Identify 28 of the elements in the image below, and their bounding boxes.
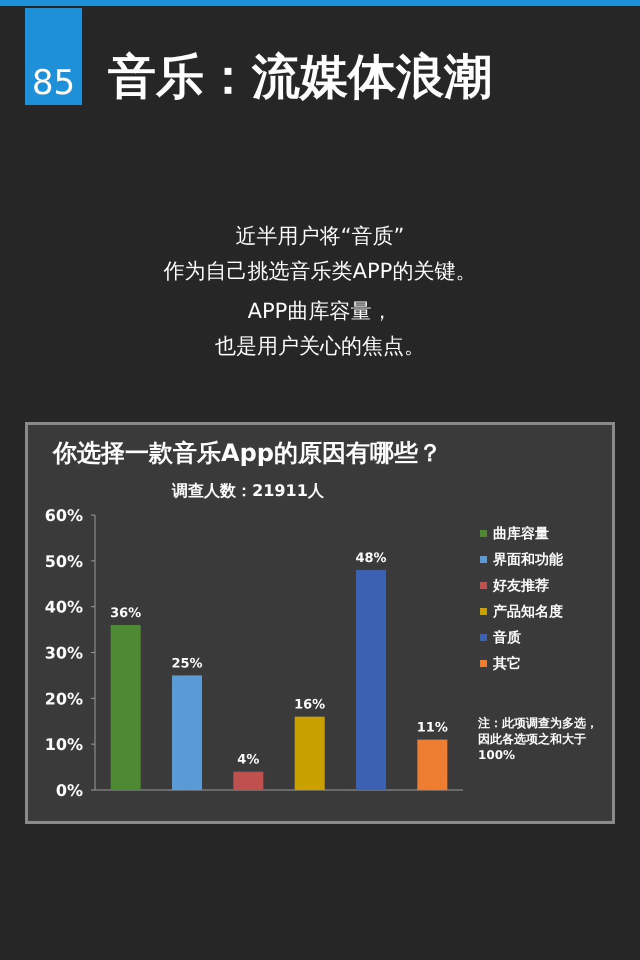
chart-title: 你选择一款音乐App的原因有哪些？ [53, 438, 442, 469]
legend-label: 好友推荐 [492, 578, 549, 594]
data-label: 25% [171, 656, 203, 672]
y-tick-label: 10% [44, 735, 83, 754]
text: APP曲库容量， [246, 298, 394, 325]
y-tick-label: 0% [56, 781, 83, 800]
legend-label: 曲库容量 [493, 525, 549, 542]
y-tick-label: 50% [44, 552, 83, 571]
text: 也是用户关心的焦点。 [214, 333, 426, 360]
text: 注：此项调查为多选，因此各选项之和大于100% [478, 715, 599, 763]
y-tick-label: 40% [44, 598, 83, 617]
y-tick-label: 60% [44, 506, 83, 525]
legend-label: 产品知名度 [492, 603, 563, 620]
legend-label: 界面和功能 [492, 552, 564, 568]
data-label: 36% [110, 606, 142, 621]
text: 作为自己挑选音乐类APP的关键。 [162, 258, 478, 285]
text: 85 [25, 8, 82, 105]
chart-subtitle: 调查人数：21911人 [170, 481, 325, 502]
y-tick-label: 20% [44, 689, 83, 708]
data-label: 16% [294, 698, 326, 713]
y-tick-label: 30% [44, 644, 83, 662]
text: 近半用户将“音质” [234, 223, 406, 250]
text: 音乐：流媒体浪潮 [108, 48, 492, 107]
legend-label: 音质 [492, 629, 521, 646]
data-label: 48% [355, 551, 387, 566]
legend-label: 其它 [492, 655, 521, 672]
data-label: 4% [237, 752, 260, 768]
data-label: 11% [416, 720, 448, 736]
